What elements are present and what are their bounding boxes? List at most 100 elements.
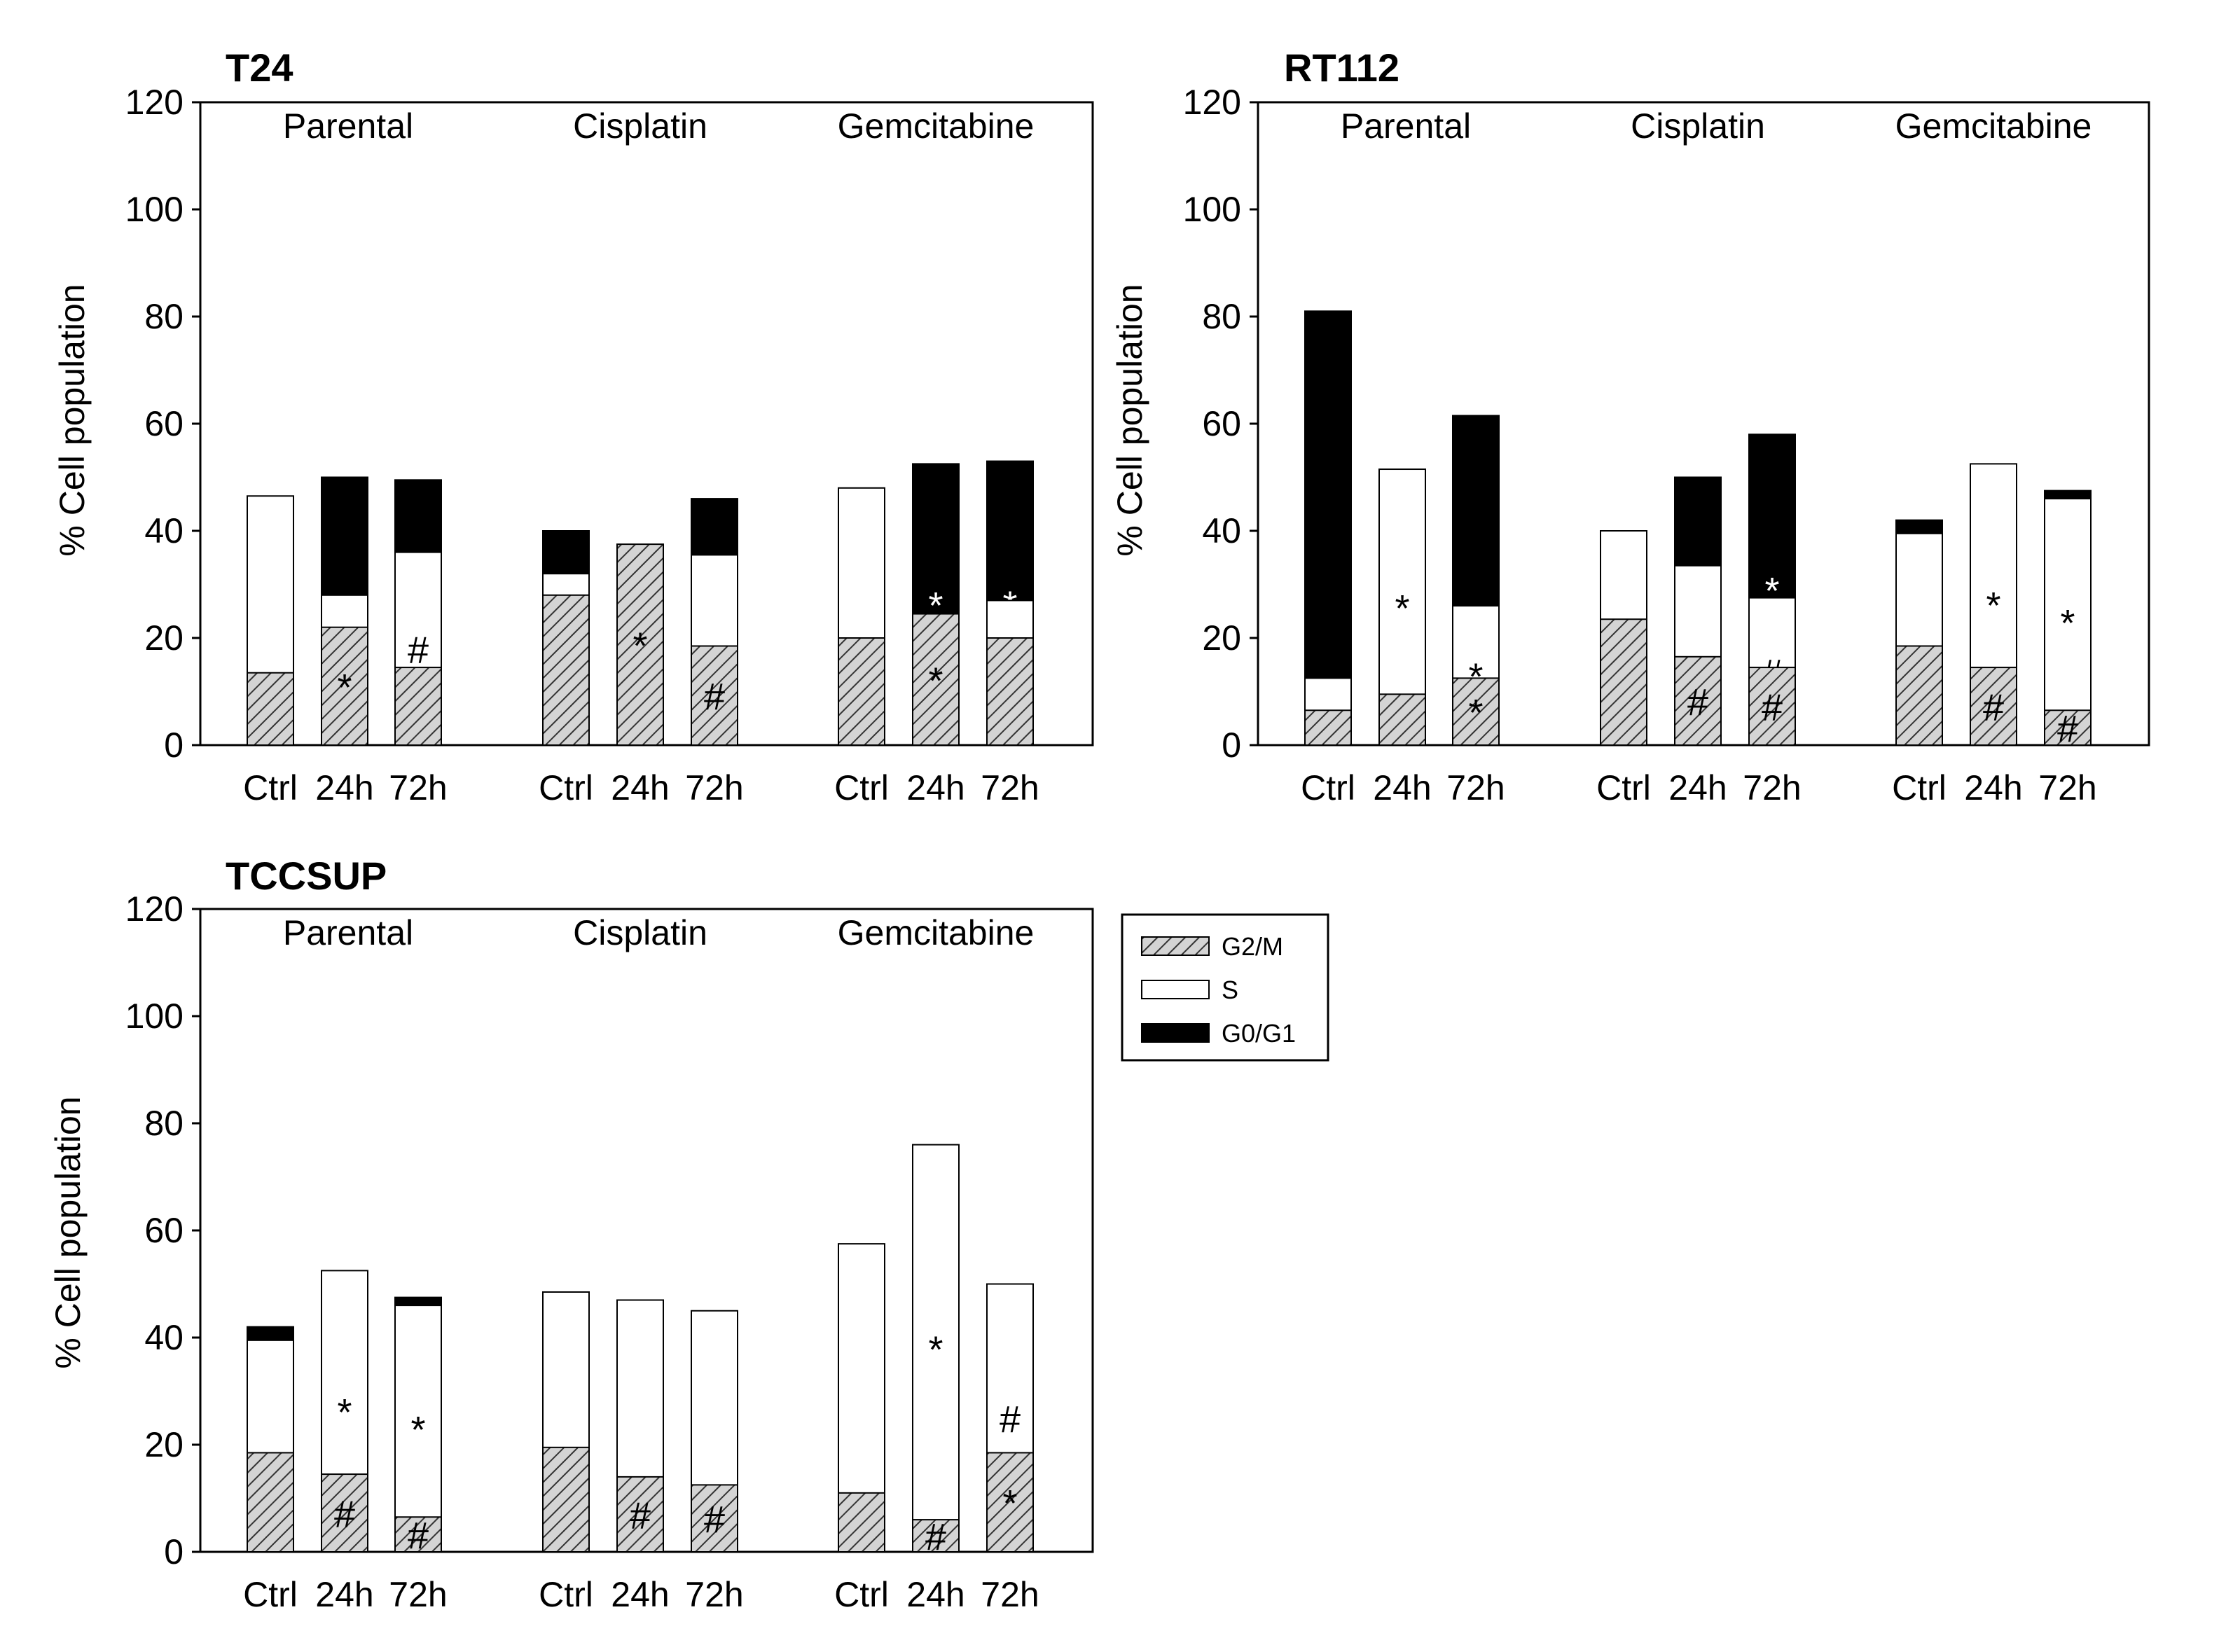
bar-cisplatin-72h: *# <box>691 498 738 746</box>
bar-segment-g2m <box>838 1492 885 1553</box>
y-tick-label: 100 <box>125 997 184 1036</box>
group-label: Parental <box>283 913 413 952</box>
x-tick-label: 24h <box>611 1575 669 1614</box>
y-axis-label: % Cell population <box>53 284 92 556</box>
group-label: Gemcitabine <box>838 106 1035 146</box>
bar-gemcitabine-72h: *# <box>986 460 1034 747</box>
x-tick-label: Ctrl <box>539 1575 593 1614</box>
bar-segment-g2m <box>616 543 664 746</box>
bar-gemcitabine-72h: *# <box>2044 490 2092 750</box>
significance-mark: # <box>2057 708 2078 750</box>
bar-segment-g2m <box>247 672 294 746</box>
significance-mark: # <box>1000 1398 1021 1441</box>
y-tick-label: 20 <box>144 1425 184 1464</box>
x-tick-label: Ctrl <box>243 768 298 807</box>
bar-segment-g2m <box>321 626 368 747</box>
y-tick-label: 120 <box>125 889 184 929</box>
bar-segment-g2m <box>1674 655 1722 747</box>
bar-segment-s <box>2044 498 2092 746</box>
significance-mark: * <box>928 1328 943 1370</box>
y-tick-label: 120 <box>1183 83 1241 122</box>
bar-segment-g2m <box>1378 693 1426 747</box>
bar-segment-g2m <box>1748 667 1796 747</box>
group-label: Cisplatin <box>1631 106 1765 146</box>
bar-cisplatin-ctrl <box>542 1291 590 1553</box>
bar-segment-g2m <box>986 1452 1034 1553</box>
significance-mark: # <box>704 1499 725 1541</box>
significance-mark: * <box>632 625 647 667</box>
legend-label-g0g1: G0/G1 <box>1222 1019 1296 1048</box>
significance-mark: * <box>2060 602 2075 644</box>
significance-mark: # <box>408 629 429 671</box>
y-tick-label: 60 <box>144 404 184 443</box>
bar-gemcitabine-72h: #* <box>986 1283 1034 1553</box>
panel-tccsup: TCCSUP % Cell population 0 20 40 60 80 100 120… <box>48 854 1094 1614</box>
bar-segment-g0g1 <box>1304 310 1352 747</box>
bar-segment-g2m <box>691 1484 738 1553</box>
y-tick-label: 40 <box>144 511 184 550</box>
x-tick-label: 24h <box>315 768 373 807</box>
bar-cisplatin-24h: *# <box>1674 476 1722 747</box>
x-tick-label: 24h <box>906 768 965 807</box>
significance-mark: # <box>1762 687 1783 729</box>
x-tick-label: Ctrl <box>834 1575 889 1614</box>
bar-segment-g2m <box>691 645 738 746</box>
x-tick-label: 24h <box>1964 768 2022 807</box>
group-label: Gemcitabine <box>838 913 1035 952</box>
significance-mark: # <box>1687 681 1708 723</box>
y-tick-label: 80 <box>144 1104 184 1143</box>
bar-cisplatin-ctrl <box>542 530 590 747</box>
significance-mark: * <box>337 1391 352 1434</box>
bar-segment-g2m <box>1895 645 1943 746</box>
x-tick-label: 72h <box>2038 768 2096 807</box>
y-tick-label: 80 <box>144 297 184 336</box>
significance-mark: # <box>408 1515 429 1557</box>
legend: G2/M S G0/G1 <box>1121 913 1329 1062</box>
significance-mark: # <box>1983 687 2004 729</box>
y-tick-label: 0 <box>164 1532 184 1571</box>
bar-gemcitabine-ctrl <box>838 487 885 747</box>
x-tick-label: Ctrl <box>1892 768 1947 807</box>
y-tick-label: 60 <box>1202 404 1241 443</box>
legend-label-g2m: G2/M <box>1222 932 1283 961</box>
y-tick-label: 40 <box>1202 511 1241 550</box>
bar-parental-ctrl <box>247 495 294 747</box>
bar-cisplatin-24h: *# <box>616 1299 664 1553</box>
x-tick-label: 24h <box>1373 768 1431 807</box>
bar-segment-g2m <box>542 594 590 746</box>
y-tick-label: 40 <box>144 1318 184 1357</box>
legend-swatch-g0g1 <box>1141 1023 1210 1043</box>
significance-mark: # <box>630 1494 651 1536</box>
x-tick-label: 24h <box>1668 768 1727 807</box>
bar-gemcitabine-ctrl <box>838 1243 885 1553</box>
y-tick-label: 0 <box>164 726 184 765</box>
bar-cisplatin-72h: *# <box>691 1310 738 1553</box>
panel-rt112: RT112 % Cell population 0 20 40 60 80 100 120 P… <box>1110 46 2150 807</box>
x-tick-label: 72h <box>981 1575 1039 1614</box>
x-tick-label: Ctrl <box>834 768 889 807</box>
significance-mark: # <box>704 676 725 718</box>
group-label: Cisplatin <box>573 106 707 146</box>
y-tick-label: 80 <box>1202 297 1241 336</box>
bar-segment-g2m <box>838 637 885 746</box>
bar-segment-g2m <box>394 667 442 747</box>
bar-segment-g2m <box>912 613 960 747</box>
x-tick-label: 24h <box>315 1575 373 1614</box>
bar-parental-72h: *# <box>394 479 442 747</box>
x-tick-label: Ctrl <box>1596 768 1651 807</box>
y-tick-label: 60 <box>144 1211 184 1250</box>
bar-segment-g2m <box>986 637 1034 746</box>
y-tick-label: 100 <box>1183 190 1241 229</box>
legend-swatch-g2m <box>1141 936 1210 956</box>
group-label: Parental <box>283 106 413 146</box>
y-axis-label: % Cell population <box>48 1096 88 1368</box>
bar-segment-g2m <box>247 1452 294 1553</box>
x-tick-label: 72h <box>1446 768 1505 807</box>
bar-segment-g2m <box>1600 618 1647 746</box>
significance-mark: # <box>925 1516 946 1558</box>
x-tick-label: 72h <box>981 768 1039 807</box>
significance-mark: # <box>334 1494 355 1536</box>
bar-segment-s <box>912 1144 960 1553</box>
